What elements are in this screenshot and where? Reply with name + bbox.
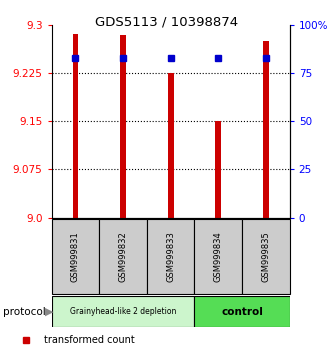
Bar <box>52 296 194 327</box>
Text: transformed count: transformed count <box>44 335 135 345</box>
Text: ▶: ▶ <box>45 307 54 316</box>
Text: GSM999832: GSM999832 <box>119 231 128 282</box>
Text: GSM999833: GSM999833 <box>166 231 175 282</box>
Text: GSM999835: GSM999835 <box>261 231 270 282</box>
Bar <box>120 35 126 218</box>
Text: GSM999831: GSM999831 <box>71 231 80 282</box>
Bar <box>99 219 147 294</box>
Text: GDS5113 / 10398874: GDS5113 / 10398874 <box>95 16 238 29</box>
Bar <box>168 73 173 218</box>
Bar <box>194 296 290 327</box>
Text: control: control <box>221 307 263 316</box>
Bar <box>194 219 242 294</box>
Text: GSM999834: GSM999834 <box>214 231 223 282</box>
Bar <box>242 219 290 294</box>
Bar <box>73 34 78 218</box>
Bar <box>215 121 221 218</box>
Bar <box>147 219 194 294</box>
Bar <box>52 219 99 294</box>
Text: Grainyhead-like 2 depletion: Grainyhead-like 2 depletion <box>70 307 176 316</box>
Text: protocol: protocol <box>3 307 46 316</box>
Bar <box>263 41 269 218</box>
